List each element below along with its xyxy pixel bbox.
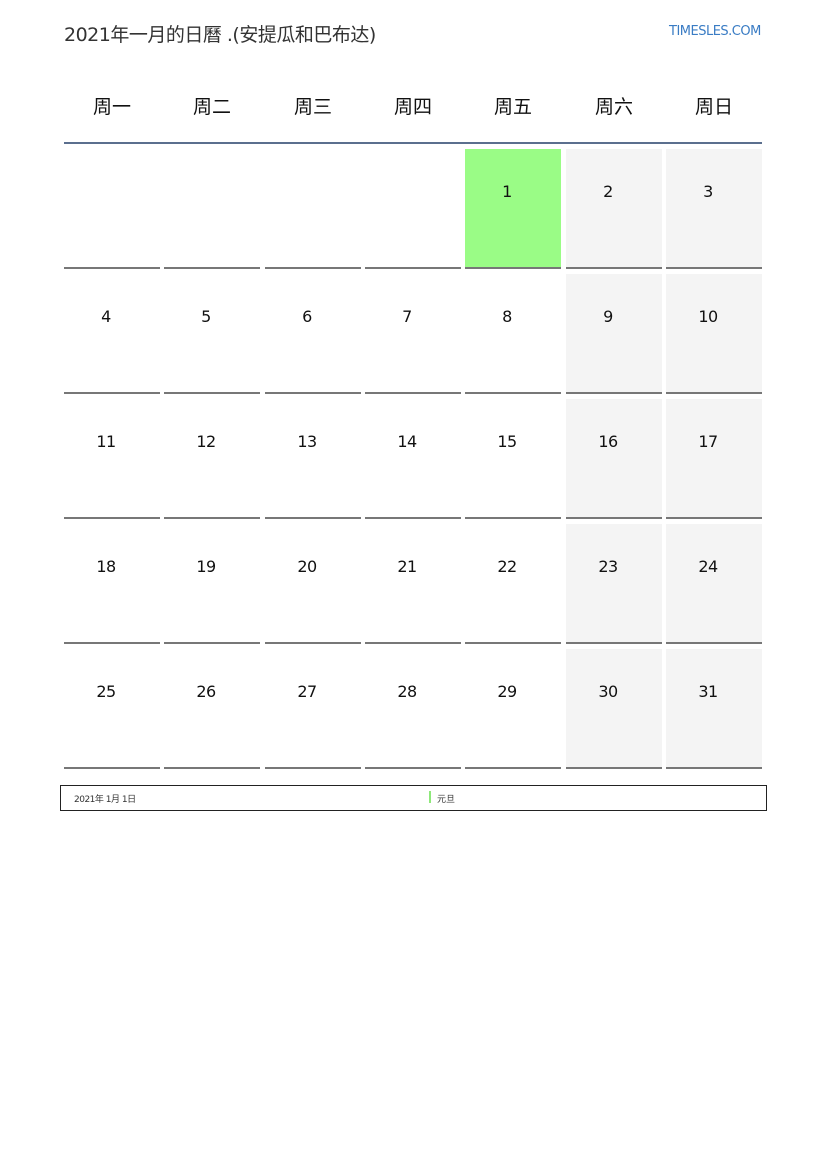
day-cell: 5 xyxy=(164,274,260,394)
day-cell: 30 xyxy=(566,649,662,769)
day-cell: 7 xyxy=(365,274,461,394)
day-cell: 3 xyxy=(666,149,762,269)
day-number: 25 xyxy=(96,682,116,701)
holiday-name: 元旦 xyxy=(437,795,456,805)
day-cell: 8 xyxy=(465,274,561,394)
day-number: 5 xyxy=(201,307,211,326)
empty-cell xyxy=(265,149,361,269)
day-cell: 27 xyxy=(265,649,361,769)
day-number: 16 xyxy=(598,432,618,451)
day-number: 4 xyxy=(101,307,111,326)
day-number: 2 xyxy=(603,182,613,201)
day-cell: 29 xyxy=(465,649,561,769)
day-number: 1 xyxy=(502,182,512,201)
day-number: 6 xyxy=(302,307,312,326)
day-number: 30 xyxy=(598,682,618,701)
weekday-header: 周四 xyxy=(393,96,432,118)
day-cell: 20 xyxy=(265,524,361,644)
day-number: 24 xyxy=(698,557,718,576)
day-cell: 17 xyxy=(666,399,762,519)
weekday-header: 周二 xyxy=(192,96,231,118)
day-number: 12 xyxy=(196,432,216,451)
holiday-list: 2021年 1月 1日 元旦 xyxy=(60,785,767,811)
weekday-header: 周一 xyxy=(92,96,131,118)
weekday-header: 周日 xyxy=(694,96,733,118)
day-number: 13 xyxy=(297,432,317,451)
day-number: 14 xyxy=(397,432,417,451)
empty-cell xyxy=(365,149,461,269)
day-cell: 2 xyxy=(566,149,662,269)
day-cell: 11 xyxy=(64,399,160,519)
page-title: 2021年一月的日曆 .(安提瓜和巴布达) xyxy=(64,24,376,46)
site-logo[interactable]: TIMESLES.COM xyxy=(669,24,761,39)
day-cell: 26 xyxy=(164,649,260,769)
empty-cell xyxy=(64,149,160,269)
day-number: 15 xyxy=(497,432,517,451)
day-number: 10 xyxy=(698,307,718,326)
day-number: 17 xyxy=(698,432,718,451)
empty-cell xyxy=(164,149,260,269)
day-number: 11 xyxy=(96,432,116,451)
day-cell: 22 xyxy=(465,524,561,644)
day-cell: 21 xyxy=(365,524,461,644)
holiday-date: 2021年 1月 1日 xyxy=(74,795,136,805)
day-number: 22 xyxy=(497,557,517,576)
day-cell: 14 xyxy=(365,399,461,519)
day-number: 8 xyxy=(502,307,512,326)
holiday-color-marker xyxy=(429,791,431,803)
day-number: 18 xyxy=(96,557,116,576)
day-cell: 12 xyxy=(164,399,260,519)
day-cell: 10 xyxy=(666,274,762,394)
day-number: 9 xyxy=(603,307,613,326)
day-number: 21 xyxy=(397,557,417,576)
day-cell: 31 xyxy=(666,649,762,769)
day-number: 3 xyxy=(703,182,713,201)
day-cell: 15 xyxy=(465,399,561,519)
weekday-header: 周三 xyxy=(293,96,332,118)
day-cell: 28 xyxy=(365,649,461,769)
day-cell: 24 xyxy=(666,524,762,644)
day-number: 26 xyxy=(196,682,216,701)
day-cell: 19 xyxy=(164,524,260,644)
day-cell: 1 xyxy=(465,149,561,269)
header-divider xyxy=(64,142,762,144)
day-cell: 18 xyxy=(64,524,160,644)
day-number: 20 xyxy=(297,557,317,576)
weekday-header: 周五 xyxy=(493,96,532,118)
weekday-header: 周六 xyxy=(594,96,633,118)
day-cell: 6 xyxy=(265,274,361,394)
day-number: 27 xyxy=(297,682,317,701)
day-number: 19 xyxy=(196,557,216,576)
day-number: 7 xyxy=(402,307,412,326)
day-cell: 16 xyxy=(566,399,662,519)
day-cell: 13 xyxy=(265,399,361,519)
day-number: 28 xyxy=(397,682,417,701)
day-cell: 25 xyxy=(64,649,160,769)
day-number: 29 xyxy=(497,682,517,701)
day-cell: 23 xyxy=(566,524,662,644)
day-cell: 9 xyxy=(566,274,662,394)
day-number: 23 xyxy=(598,557,618,576)
day-cell: 4 xyxy=(64,274,160,394)
day-number: 31 xyxy=(698,682,718,701)
